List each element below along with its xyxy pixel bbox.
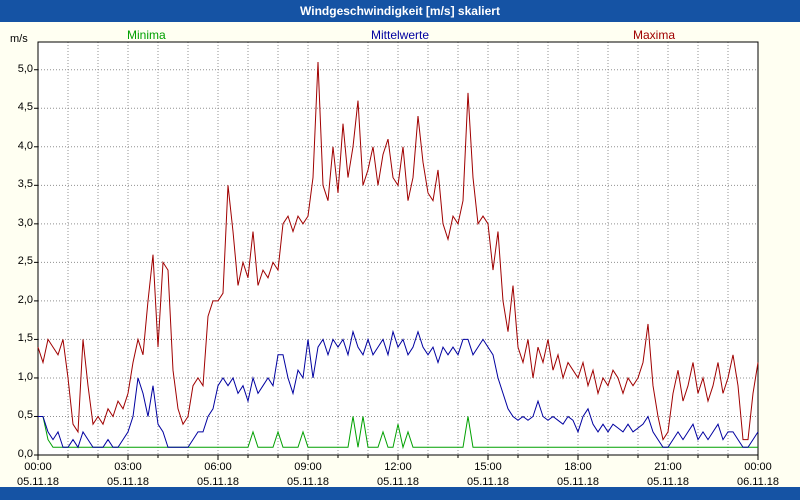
x-tick-time-label: 06:00 [204, 461, 232, 473]
x-tick-time-label: 12:00 [384, 461, 412, 473]
y-tick-label: 3,5 [17, 178, 33, 191]
y-tick-label: 2,0 [17, 293, 33, 306]
y-tick-label: 0,5 [17, 409, 33, 422]
series-line-maxima [37, 61, 759, 441]
y-tick-label: 5,0 [17, 62, 33, 75]
y-tick-label: 4,0 [17, 139, 33, 152]
x-tick-time-label: 21:00 [654, 461, 682, 473]
legend-minima: Minima [127, 28, 166, 42]
y-tick-label: 4,5 [17, 101, 33, 114]
x-tick-date-label: 05.11.18 [466, 476, 509, 488]
x-tick-date-label: 05.11.18 [196, 476, 239, 488]
x-tick-date-label: 05.11.18 [646, 476, 689, 488]
x-tick-time-label: 00:00 [24, 461, 52, 473]
x-tick-date-label: 06.11.18 [736, 476, 779, 488]
chart-title: Windgeschwindigkeit [m/s] skaliert [300, 4, 500, 18]
title-bar: Windgeschwindigkeit [m/s] skaliert [0, 0, 800, 22]
x-tick-date-label: 05.11.18 [376, 476, 419, 488]
x-tick-date-label: 05.11.18 [106, 476, 149, 488]
x-tick-time-label: 03:00 [114, 461, 142, 473]
y-tick-label: 1,5 [17, 332, 33, 345]
bottom-bar [0, 487, 800, 500]
y-tick-label: 2,5 [17, 255, 33, 268]
x-tick-time-label: 00:00 [744, 461, 772, 473]
x-tick-date-label: 05.11.18 [16, 476, 59, 488]
y-tick-label: 3,0 [17, 216, 33, 229]
x-tick-date-label: 05.11.18 [556, 476, 599, 488]
legend-maxima: Maxima [633, 28, 676, 42]
y-tick-label: 1,0 [17, 370, 33, 383]
y-tick-label: 0,0 [17, 448, 33, 460]
series-line-minima [38, 416, 758, 450]
x-tick-time-label: 18:00 [564, 461, 592, 473]
legend-mittelwerte: Mittelwerte [370, 28, 429, 42]
x-tick-time-label: 15:00 [474, 461, 502, 473]
y-axis-unit-label: m/s [10, 33, 28, 45]
x-tick-date-label: 05.11.18 [286, 476, 329, 488]
x-tick-time-label: 09:00 [294, 461, 322, 473]
series-line-mittelwerte [38, 329, 759, 449]
